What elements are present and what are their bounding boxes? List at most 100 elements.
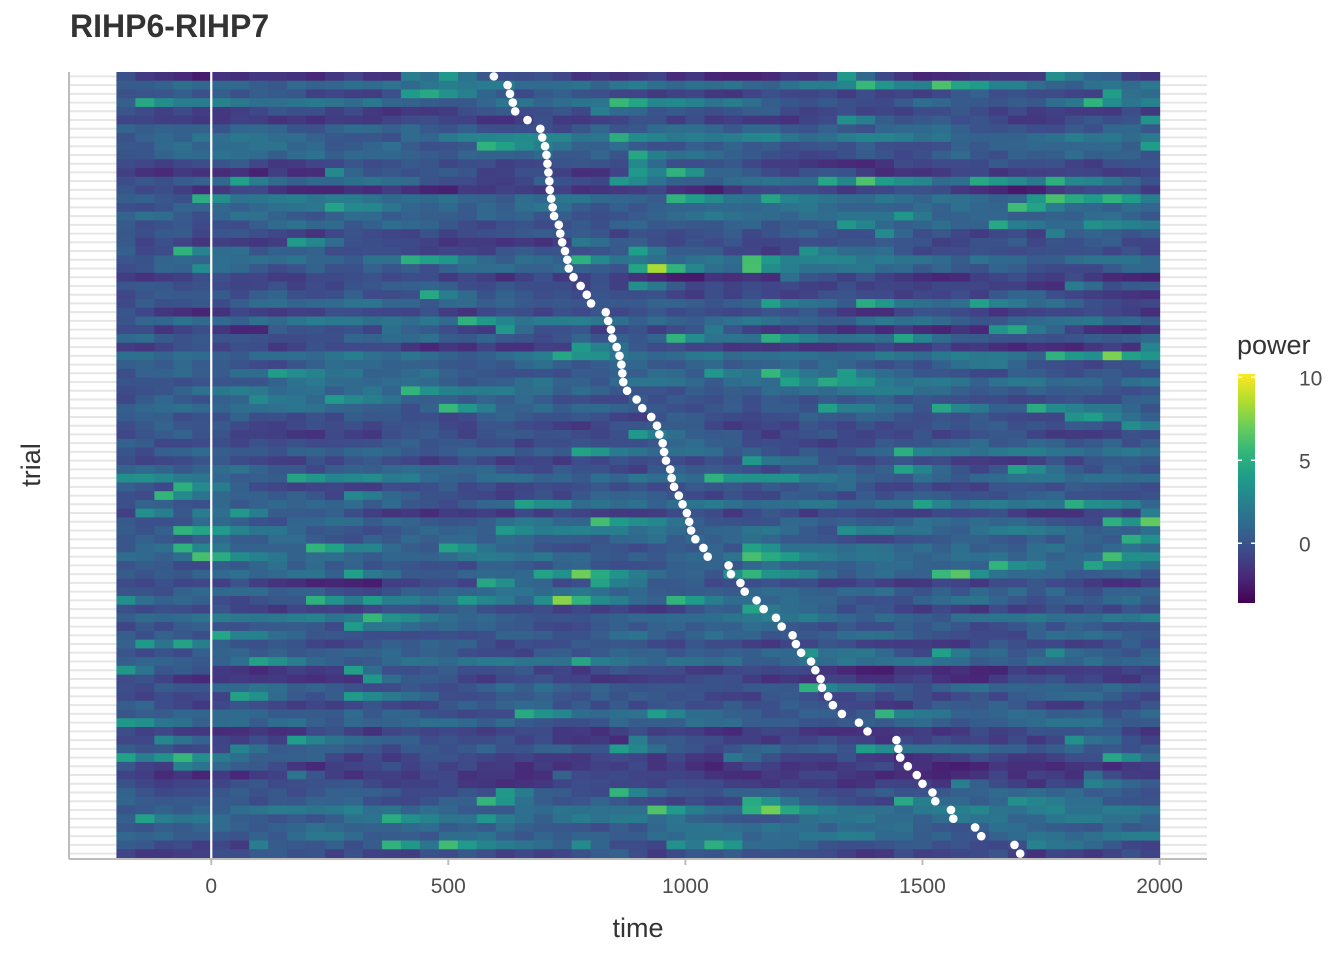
heatmap-cell xyxy=(400,770,421,780)
heatmap-cell xyxy=(1121,299,1142,309)
heatmap-cell xyxy=(571,72,592,82)
heatmap-cell xyxy=(1064,237,1085,248)
heatmap-cell xyxy=(628,334,649,344)
heatmap-cell xyxy=(154,814,174,824)
heatmap-cell xyxy=(552,639,573,649)
heatmap-cell xyxy=(609,499,630,510)
heatmap-cell xyxy=(969,823,990,833)
heatmap-cell xyxy=(666,613,687,623)
heatmap-cell xyxy=(287,727,307,737)
heatmap-cell xyxy=(438,115,459,125)
heatmap-cell xyxy=(590,543,611,553)
heatmap-cell xyxy=(268,648,288,658)
heatmap-cell xyxy=(1083,630,1104,641)
heatmap-cell xyxy=(856,255,876,265)
heatmap-cell xyxy=(894,176,914,186)
heatmap-cell xyxy=(704,744,724,754)
heatmap-cell xyxy=(457,639,478,649)
heatmap-cell xyxy=(1083,648,1104,658)
heatmap-cell xyxy=(969,796,990,806)
heatmap-cell xyxy=(742,718,762,728)
heatmap-cell xyxy=(837,823,857,833)
heatmap-cell xyxy=(287,823,307,833)
heatmap-cell xyxy=(400,211,421,221)
heatmap-cell xyxy=(116,106,136,117)
heatmap-cell xyxy=(761,543,781,553)
heatmap-cell xyxy=(173,264,193,274)
heatmap-cell xyxy=(249,185,269,195)
heatmap-cell xyxy=(514,779,535,789)
heatmap-cell xyxy=(1140,779,1161,789)
heatmap-cell xyxy=(913,80,933,90)
heatmap-cell xyxy=(495,482,516,492)
heatmap-cell xyxy=(533,718,554,728)
heatmap-cell xyxy=(211,220,231,230)
heatmap-cell xyxy=(173,823,193,833)
heatmap-cell xyxy=(1083,272,1104,282)
heatmap-cell xyxy=(628,665,649,675)
heatmap-cell xyxy=(419,185,440,195)
heatmap-cell xyxy=(533,325,554,335)
heatmap-cell xyxy=(116,237,136,248)
heatmap-cell xyxy=(249,465,269,475)
heatmap-cell xyxy=(1045,499,1066,510)
heatmap-cell xyxy=(647,692,668,702)
heatmap-cell xyxy=(192,814,212,824)
heatmap-cell xyxy=(400,700,421,710)
heatmap-cell xyxy=(192,255,212,265)
heatmap-cell xyxy=(514,211,535,221)
heatmap-cell xyxy=(647,753,668,763)
heatmap-cell xyxy=(154,604,174,614)
heatmap-cell xyxy=(344,753,364,763)
heatmap-cell xyxy=(931,840,952,850)
heatmap-cell xyxy=(609,141,630,151)
heatmap-cell xyxy=(742,639,762,649)
heatmap-cell xyxy=(1083,281,1104,291)
heatmap-cell xyxy=(1083,700,1104,710)
heatmap-cell xyxy=(704,72,724,82)
heatmap-cell xyxy=(344,569,364,579)
heatmap-cell xyxy=(211,403,231,413)
heatmap-cell xyxy=(685,456,705,466)
heatmap-cell xyxy=(837,176,857,186)
heatmap-cell xyxy=(1064,630,1085,641)
heatmap-cell xyxy=(590,133,611,143)
heatmap-cell xyxy=(761,255,781,265)
heatmap-cell xyxy=(135,89,155,99)
heatmap-cell xyxy=(419,272,440,282)
heatmap-cell xyxy=(609,753,630,763)
heatmap-cell xyxy=(571,133,592,143)
heatmap-cell xyxy=(325,735,345,745)
heatmap-cell xyxy=(116,159,136,169)
heatmap-cell xyxy=(931,674,952,684)
heatmap-cell xyxy=(609,465,630,475)
heatmap-cell xyxy=(211,141,231,151)
heatmap-cell xyxy=(1026,80,1047,90)
heatmap-cell xyxy=(268,709,288,719)
heatmap-cell xyxy=(495,211,516,221)
heatmap-cell xyxy=(116,456,136,466)
heatmap-cell xyxy=(1064,727,1085,737)
heatmap-cell xyxy=(135,403,155,413)
heatmap-cell xyxy=(495,805,516,815)
heatmap-cell xyxy=(818,237,838,248)
heatmap-cell xyxy=(1083,246,1104,256)
heatmap-cell xyxy=(154,753,174,763)
heatmap-cell xyxy=(1064,665,1085,675)
heatmap-cell xyxy=(533,211,554,221)
heatmap-cell xyxy=(249,377,269,387)
heatmap-cell xyxy=(495,517,516,527)
heatmap-cell xyxy=(571,796,592,806)
heatmap-cell xyxy=(913,89,933,99)
heatmap-cell xyxy=(590,159,611,169)
heatmap-cell xyxy=(1121,744,1142,754)
heatmap-cell xyxy=(685,80,705,90)
heatmap-cell xyxy=(344,80,364,90)
heatmap-cell xyxy=(628,587,649,597)
heatmap-cell xyxy=(1007,168,1028,178)
heatmap-cell xyxy=(969,465,990,475)
heatmap-cell xyxy=(400,534,421,544)
heatmap-cell xyxy=(704,718,724,728)
heatmap-cell xyxy=(230,395,250,405)
heatmap-cell xyxy=(552,482,573,492)
